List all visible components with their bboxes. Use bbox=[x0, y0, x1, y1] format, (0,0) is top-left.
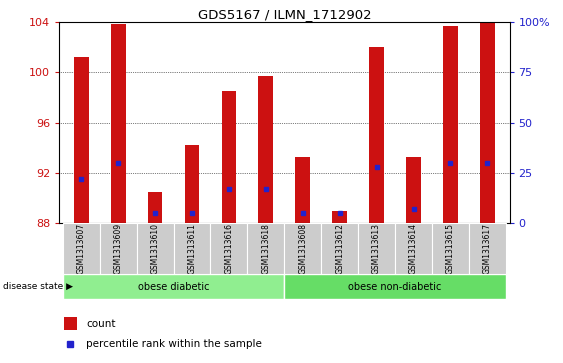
Text: GSM1313613: GSM1313613 bbox=[372, 223, 381, 274]
Bar bbox=[247, 223, 284, 274]
Text: percentile rank within the sample: percentile rank within the sample bbox=[86, 339, 262, 348]
Text: GSM1313614: GSM1313614 bbox=[409, 223, 418, 274]
Bar bbox=[173, 223, 211, 274]
Text: GSM1313616: GSM1313616 bbox=[225, 223, 234, 274]
Text: GSM1313610: GSM1313610 bbox=[150, 223, 159, 274]
Bar bbox=[74, 57, 88, 223]
Bar bbox=[185, 145, 199, 223]
Bar bbox=[369, 47, 384, 223]
Text: GSM1313607: GSM1313607 bbox=[77, 223, 86, 274]
Title: GDS5167 / ILMN_1712902: GDS5167 / ILMN_1712902 bbox=[198, 8, 371, 21]
Text: disease state ▶: disease state ▶ bbox=[3, 282, 73, 291]
Bar bbox=[480, 21, 495, 223]
Text: obese non-diabetic: obese non-diabetic bbox=[348, 282, 442, 292]
Text: GSM1313609: GSM1313609 bbox=[114, 223, 123, 274]
Text: GSM1313611: GSM1313611 bbox=[187, 223, 196, 274]
Bar bbox=[358, 223, 395, 274]
Bar bbox=[111, 24, 126, 223]
Bar bbox=[432, 223, 469, 274]
Bar bbox=[332, 211, 347, 223]
Bar bbox=[321, 223, 358, 274]
Bar bbox=[284, 223, 321, 274]
Bar bbox=[406, 156, 421, 223]
Bar bbox=[284, 274, 506, 299]
Text: GSM1313618: GSM1313618 bbox=[261, 223, 270, 274]
Text: GSM1313615: GSM1313615 bbox=[446, 223, 455, 274]
Bar bbox=[395, 223, 432, 274]
Bar bbox=[222, 91, 236, 223]
Bar bbox=[296, 156, 310, 223]
Bar bbox=[63, 274, 284, 299]
Bar bbox=[63, 223, 100, 274]
Bar bbox=[443, 25, 458, 223]
Bar bbox=[258, 76, 273, 223]
Text: obese diabetic: obese diabetic bbox=[138, 282, 209, 292]
Bar bbox=[137, 223, 173, 274]
Text: GSM1313612: GSM1313612 bbox=[335, 223, 344, 274]
Bar bbox=[211, 223, 247, 274]
Bar bbox=[469, 223, 506, 274]
Text: GSM1313608: GSM1313608 bbox=[298, 223, 307, 274]
Bar bbox=[64, 317, 77, 330]
Bar bbox=[148, 192, 163, 223]
Text: count: count bbox=[86, 319, 115, 329]
Bar bbox=[100, 223, 137, 274]
Text: GSM1313617: GSM1313617 bbox=[483, 223, 492, 274]
